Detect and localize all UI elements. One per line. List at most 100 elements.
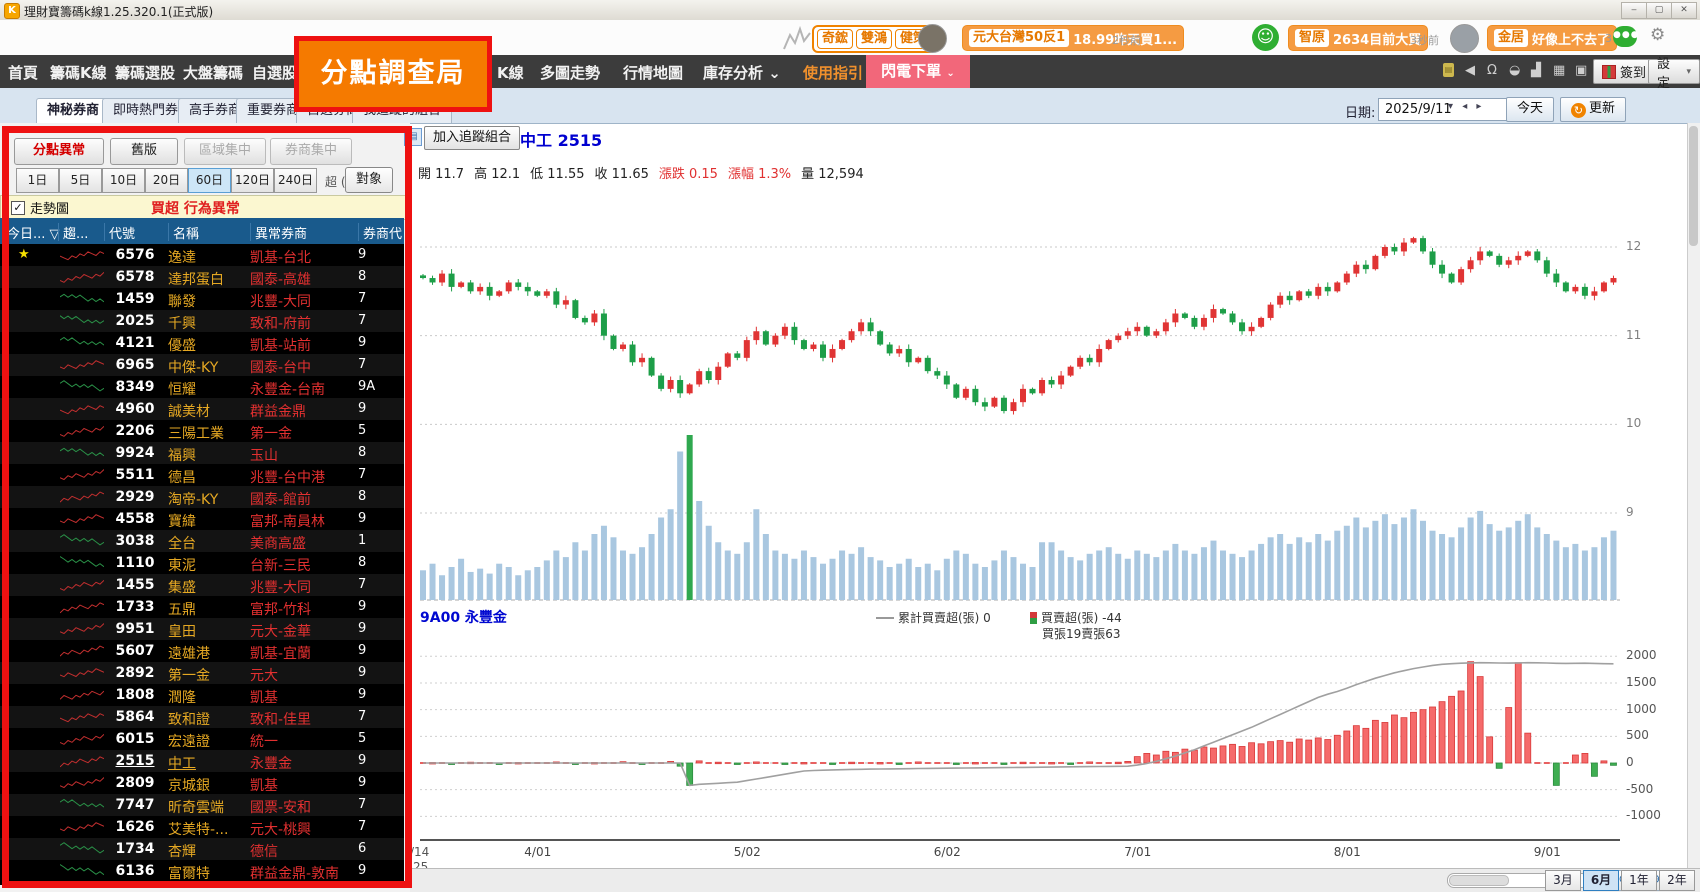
- table-row[interactable]: 5607 遠雄港 凱基-宜蘭 9: [0, 640, 404, 662]
- stock-name[interactable]: 富爾特: [168, 866, 210, 882]
- table-row[interactable]: 3038 全台 美商高盛 1: [0, 530, 404, 552]
- period-button-120日[interactable]: 120日: [231, 168, 274, 193]
- table-row[interactable]: ★ 6576 逸達 凱基-台北 9: [0, 244, 404, 266]
- stock-name[interactable]: 昕奇雲端: [168, 800, 224, 816]
- stock-code[interactable]: 9924: [115, 445, 155, 461]
- barchart-icon[interactable]: ▟: [1531, 63, 1541, 78]
- headset-icon[interactable]: Ω: [1487, 63, 1497, 78]
- stock-code[interactable]: 4558: [115, 511, 155, 527]
- stock-code[interactable]: 1808: [115, 687, 155, 703]
- hot-stock-chip[interactable]: 奇鋐: [817, 29, 854, 49]
- stock-code[interactable]: 8349: [115, 379, 155, 395]
- stock-code[interactable]: 2206: [115, 423, 155, 439]
- table-row[interactable]: 4121 優盛 凱基-站前 9: [0, 332, 404, 354]
- period-button-60日[interactable]: 60日: [188, 168, 231, 193]
- stock-name[interactable]: 宏遠證: [168, 734, 210, 750]
- table-row[interactable]: 9924 福興 玉山 8: [0, 442, 404, 464]
- feed-message[interactable]: 智原 2634目前大買: [1288, 25, 1429, 51]
- stock-name[interactable]: 東泥: [168, 558, 196, 574]
- avatar[interactable]: [1450, 24, 1479, 53]
- stock-code[interactable]: 3038: [115, 533, 155, 549]
- keyboard-icon[interactable]: ▦: [1553, 63, 1566, 78]
- table-row[interactable]: 2809 京城銀 凱基 9: [0, 772, 404, 794]
- column-header[interactable]: 代號: [104, 223, 171, 241]
- stock-code[interactable]: 1455: [115, 577, 155, 593]
- stock-code[interactable]: 5607: [115, 643, 155, 659]
- table-row[interactable]: 2206 三陽工業 第一金 5: [0, 420, 404, 442]
- stock-code[interactable]: 5864: [115, 709, 155, 725]
- table-row[interactable]: 2929 淘帝-KY 國泰-館前 8: [0, 486, 404, 508]
- menu-item[interactable]: 籌碼選股: [115, 64, 176, 82]
- stock-code[interactable]: 4960: [115, 401, 155, 417]
- menu-item[interactable]: 行情地圖: [623, 64, 684, 82]
- table-row[interactable]: 1733 五鼎 富邦-竹科 9: [0, 596, 404, 618]
- vertical-scrollbar-thumb[interactable]: [1689, 126, 1698, 246]
- refresh-button[interactable]: ↻ 更新: [1560, 97, 1627, 122]
- range-button-3月[interactable]: 3月: [1545, 870, 1581, 891]
- stock-code[interactable]: 9951: [115, 621, 155, 637]
- stock-name[interactable]: 誠美材: [168, 404, 210, 420]
- table-row[interactable]: 1459 聯發 兆豐-大同 7: [0, 288, 404, 310]
- range-button-1年[interactable]: 1年: [1621, 870, 1657, 891]
- stock-code[interactable]: 2809: [115, 775, 155, 791]
- menu-item[interactable]: 庫存分析 ⌄: [703, 64, 781, 82]
- stock-name[interactable]: 全台: [168, 536, 196, 552]
- table-row[interactable]: 1455 集盛 兆豐-大同 7: [0, 574, 404, 596]
- stock-code[interactable]: 2892: [115, 665, 155, 681]
- stock-name[interactable]: 五鼎: [168, 602, 196, 618]
- stock-name[interactable]: 聯發: [168, 294, 196, 310]
- table-row[interactable]: 7747 昕奇雲端 國票-安和 7: [0, 794, 404, 816]
- table-row[interactable]: 1626 艾美特-... 元大-桃興 7: [0, 816, 404, 838]
- stock-code[interactable]: 6136: [115, 863, 155, 879]
- window-icon[interactable]: ▣: [1575, 63, 1588, 78]
- avatar[interactable]: [918, 24, 947, 53]
- stock-name[interactable]: 淘帝-KY: [168, 492, 219, 508]
- table-row[interactable]: 6578 達邦蛋白 國泰-高雄 8: [0, 266, 404, 288]
- maximize-button[interactable]: ▢: [1646, 2, 1672, 19]
- column-header[interactable]: 名稱: [168, 223, 253, 241]
- feed-message[interactable]: 金居 好像上不去了: [1487, 25, 1618, 51]
- stock-code[interactable]: 6576: [115, 247, 155, 263]
- chat-icon[interactable]: ◒: [1509, 63, 1521, 78]
- settings-button[interactable]: 設定 ▾: [1648, 57, 1700, 91]
- mode-button-舊版[interactable]: 舊版: [110, 138, 178, 165]
- signin-button[interactable]: 簽到: [1593, 59, 1656, 84]
- close-button[interactable]: ✕: [1671, 2, 1697, 19]
- gear-icon[interactable]: ⚙: [1650, 25, 1666, 45]
- stock-name[interactable]: 致和證: [168, 712, 210, 728]
- target-button[interactable]: 對象: [345, 167, 393, 193]
- stock-name[interactable]: 恒耀: [168, 382, 196, 398]
- minimize-button[interactable]: ‒: [1621, 2, 1647, 19]
- table-row[interactable]: 9951 皇田 元大-金華 9: [0, 618, 404, 640]
- stock-code[interactable]: 4121: [115, 335, 155, 351]
- stock-name[interactable]: 千興: [168, 316, 196, 332]
- tab-神秘券商[interactable]: 神秘券商: [36, 98, 111, 123]
- column-header[interactable]: 今日... ▽: [2, 223, 61, 241]
- stock-name[interactable]: 逸達: [168, 250, 196, 266]
- menu-item[interactable]: 首頁: [8, 64, 39, 82]
- period-button-1日[interactable]: 1日: [16, 168, 59, 193]
- table-row[interactable]: 6015 宏遠證 統一 5: [0, 728, 404, 750]
- horizontal-scrollbar-thumb[interactable]: [1449, 875, 1509, 886]
- stock-code[interactable]: 2929: [115, 489, 155, 505]
- stock-code[interactable]: 2025: [115, 313, 155, 329]
- stock-code[interactable]: 6015: [115, 731, 155, 747]
- range-button-2年[interactable]: 2年: [1659, 870, 1695, 891]
- broker-stock-label[interactable]: 9A00 永豐金: [420, 610, 507, 626]
- stock-name[interactable]: 京城銀: [168, 778, 210, 794]
- stock-name[interactable]: 第一金: [168, 668, 210, 684]
- table-row[interactable]: 4960 誠美材 群益金鼎 9: [0, 398, 404, 420]
- menu-item[interactable]: 多圖走勢: [540, 64, 601, 82]
- table-row[interactable]: 4558 寶緯 富邦-南員林 9: [0, 508, 404, 530]
- column-header[interactable]: 異常券商: [250, 223, 361, 241]
- chat-bubble-icon[interactable]: ●●●: [1613, 26, 1639, 47]
- table-row[interactable]: 2025 千興 致和-府前 7: [0, 310, 404, 332]
- stock-code[interactable]: 1733: [115, 599, 155, 615]
- net-buy-chart[interactable]: [410, 645, 1687, 863]
- megaphone-icon[interactable]: ◀: [1465, 63, 1475, 78]
- stock-code[interactable]: 7747: [115, 797, 155, 813]
- hot-stock-chip[interactable]: 雙鴻: [856, 29, 893, 49]
- date-arrows[interactable]: ▾ ◂ ▸: [1448, 101, 1485, 112]
- stock-code[interactable]: 1626: [115, 819, 155, 835]
- stock-code[interactable]: 6965: [115, 357, 155, 373]
